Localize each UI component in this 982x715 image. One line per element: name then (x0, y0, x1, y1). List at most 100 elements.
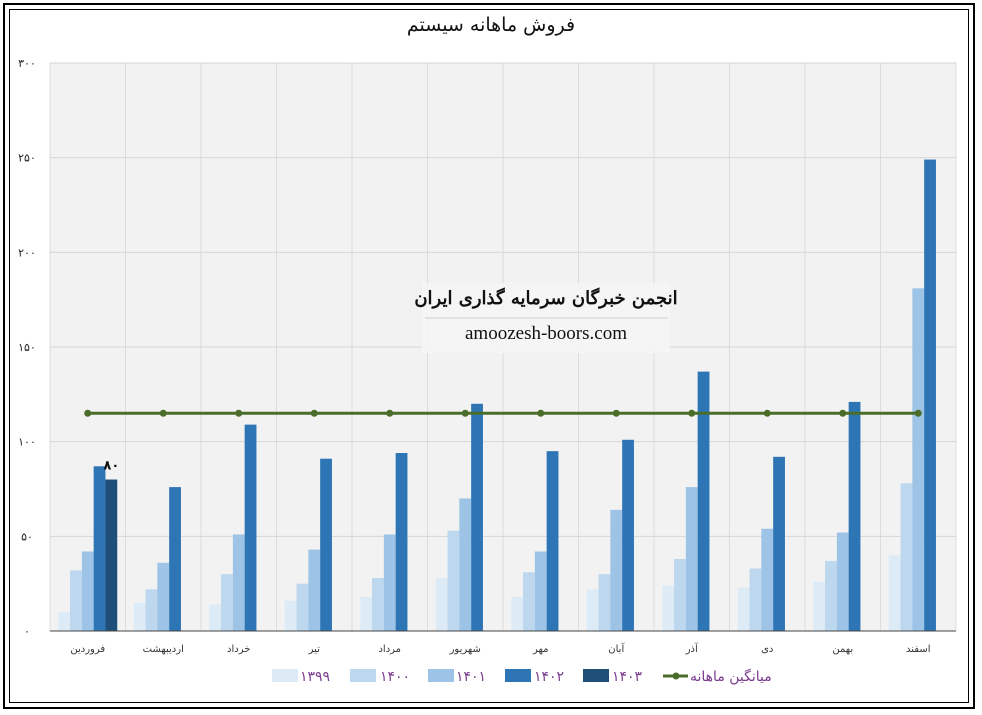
bar (308, 549, 321, 631)
bar (296, 583, 309, 631)
bar (900, 483, 913, 631)
x-tick-label: مرداد (378, 644, 401, 655)
average-line-group (84, 409, 922, 417)
bar (622, 439, 634, 631)
legend-label: میانگین ماهانه (690, 668, 772, 685)
legend-swatch (350, 669, 376, 682)
legend: ۱۳۹۹ ۱۴۰۰ ۱۴۰۱ ۱۴۰۲ ۱۴۰۳ میانگین ماهانه (272, 668, 772, 685)
bar (749, 568, 762, 631)
average-marker (310, 409, 318, 417)
bar (836, 532, 849, 631)
bar (447, 530, 460, 631)
legend-swatch (428, 669, 454, 682)
bar (888, 555, 901, 631)
bar (825, 560, 837, 631)
bar (93, 466, 106, 631)
average-marker (612, 409, 620, 417)
bar (924, 159, 936, 631)
x-tick-label: فروردین (70, 644, 105, 655)
bar (511, 596, 524, 631)
bar (912, 288, 925, 631)
x-tick-label: دی (761, 644, 773, 655)
x-tick-label: آبان (608, 642, 625, 655)
bar (813, 581, 826, 631)
bar (459, 498, 472, 631)
data-label: ۸۰ (103, 459, 119, 474)
bar (221, 574, 233, 631)
watermark-line2: amoozesh-boors.com (465, 323, 627, 344)
average-marker (235, 409, 243, 417)
average-marker (763, 409, 771, 417)
bar (70, 570, 82, 631)
bar (697, 371, 710, 631)
bar (244, 424, 257, 631)
bar (546, 451, 559, 631)
bar (105, 479, 118, 631)
legend-swatch (583, 669, 609, 682)
bar (209, 604, 222, 631)
y-tick-label: ۵۰ (21, 530, 33, 543)
bar (523, 572, 535, 631)
bar (232, 534, 245, 631)
x-tick-label: شهریور (449, 644, 481, 655)
bar (372, 577, 384, 631)
bar (848, 401, 861, 631)
bar (674, 559, 686, 631)
bar (586, 589, 599, 631)
x-tick-label: خرداد (227, 644, 250, 655)
bar (395, 453, 408, 631)
bar (773, 456, 785, 631)
bar (737, 587, 750, 631)
y-tick-label: ۰ (24, 625, 30, 638)
y-axis: ۰ ۵۰ ۱۰۰ ۱۵۰ ۲۰۰ ۲۵۰ ۳۰۰ (18, 57, 36, 638)
bar (598, 574, 611, 631)
outer-frame (3, 3, 975, 709)
x-tick-label: آذر (685, 642, 699, 655)
y-tick-label: ۲۵۰ (18, 152, 36, 165)
bar (145, 589, 158, 631)
average-marker (84, 409, 92, 417)
average-marker (461, 409, 469, 417)
average-marker (839, 409, 847, 417)
bar (685, 487, 698, 631)
legend-swatch (272, 669, 298, 682)
bar (662, 585, 675, 631)
bar (360, 596, 373, 631)
average-marker (537, 409, 545, 417)
bar (320, 458, 332, 631)
bar (81, 551, 94, 631)
x-tick-label: اردیبهشت (143, 644, 184, 655)
watermark-line1: انجمن خبرگان سرمایه گذاری ایران (414, 287, 677, 309)
bar (58, 612, 71, 631)
y-tick-label: ۱۰۰ (18, 436, 36, 449)
legend-label: ۱۴۰۱ (456, 669, 486, 685)
y-tick-label: ۳۰۰ (18, 57, 36, 70)
average-marker (159, 409, 167, 417)
bars-group (58, 159, 936, 631)
bar (383, 534, 396, 631)
bar (284, 600, 297, 631)
y-tick-label: ۲۰۰ (18, 246, 36, 259)
legend-label: ۱۴۰۲ (534, 669, 564, 685)
watermark: انجمن خبرگان سرمایه گذاری ایران amoozesh… (414, 283, 678, 353)
legend-average-marker (672, 672, 680, 680)
legend-label: ۱۴۰۳ (612, 669, 643, 685)
bar (610, 509, 623, 631)
chart-title: فروش ماهانه سیستم (406, 14, 576, 36)
x-axis: فروردین اردیبهشت خرداد تیر مرداد شهریور مهر آبا… (50, 630, 956, 655)
legend-swatch (505, 669, 531, 682)
x-tick-label: تیر (308, 644, 321, 655)
bar (169, 487, 181, 631)
bar (761, 528, 774, 631)
x-tick-label: بهمن (832, 644, 853, 655)
x-tick-label: اسفند (906, 644, 930, 655)
bar (534, 551, 547, 631)
bar (435, 577, 448, 631)
y-tick-label: ۱۵۰ (18, 341, 36, 354)
data-labels: ۸۰ (103, 459, 119, 474)
bar (133, 602, 146, 631)
average-marker (688, 409, 696, 417)
bar (471, 403, 483, 631)
average-marker (914, 409, 922, 417)
legend-label: ۱۳۹۹ (300, 669, 330, 685)
